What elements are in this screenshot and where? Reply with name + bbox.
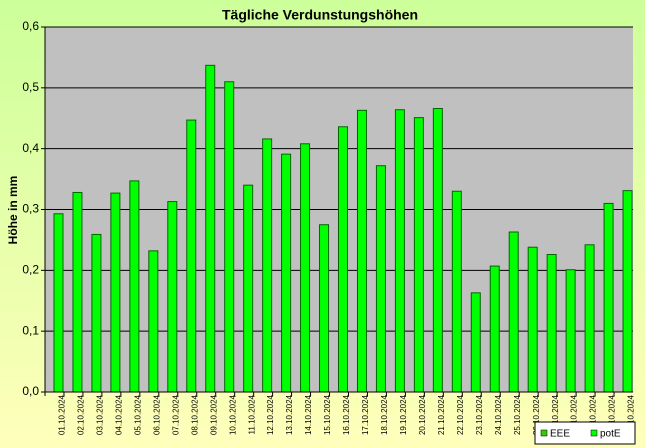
legend-swatch xyxy=(590,429,598,437)
bar xyxy=(546,254,557,393)
bar xyxy=(167,201,178,393)
bar xyxy=(72,191,83,393)
bar xyxy=(243,184,254,393)
bar xyxy=(129,180,140,393)
bar xyxy=(281,153,292,393)
bar xyxy=(432,108,443,393)
x-tick-label: 11.10.2024 xyxy=(247,394,256,434)
x-tick-label: 07.10.2024 xyxy=(171,394,180,435)
bar xyxy=(394,109,405,393)
bar xyxy=(91,233,102,393)
chart-title: Tägliche Verdunstungshöhen xyxy=(222,7,418,23)
legend-swatch xyxy=(540,429,548,437)
x-tick-label: 30.10.2024 xyxy=(608,394,617,435)
x-tick-label: 27.10.2024 xyxy=(551,394,560,435)
y-tick-label: 0,3 xyxy=(22,202,39,216)
y-tick-label: 0,6 xyxy=(22,19,39,33)
x-tick-label: 08.10.2024 xyxy=(190,394,199,435)
bar xyxy=(527,246,538,393)
bar xyxy=(489,265,500,393)
x-tick-label: 20.10.2024 xyxy=(418,394,427,435)
bar xyxy=(451,190,462,393)
bar xyxy=(413,117,424,393)
x-tick-label: 23.10.2024 xyxy=(475,394,484,435)
x-tick-label: 17.10.2024 xyxy=(361,394,370,435)
bar xyxy=(508,231,519,393)
x-tick-label: 12.10.2024 xyxy=(266,394,275,435)
x-tick-label: 16.10.2024 xyxy=(342,394,351,435)
bar xyxy=(319,224,330,393)
y-tick-label: 0,2 xyxy=(22,263,39,277)
x-tick-label: 06.10.2024 xyxy=(152,394,161,435)
bar xyxy=(205,64,216,393)
bar xyxy=(584,244,595,393)
x-tick-label: 26.10.2024 xyxy=(532,394,541,435)
bar xyxy=(300,143,311,393)
x-tick-label: 29.10.2024 xyxy=(589,394,598,435)
y-tick-label: 0,5 xyxy=(22,80,39,94)
x-tick-label: 15.10.2024 xyxy=(323,394,332,435)
bar xyxy=(622,190,633,393)
x-tick-label: 19.10.2024 xyxy=(399,394,408,435)
x-tick-label: 24.10.2024 xyxy=(494,394,503,435)
y-axis-label: Höhe in mm xyxy=(6,176,20,245)
y-tick-label: 0,1 xyxy=(22,323,39,337)
x-tick-label: 13.10.2024 xyxy=(285,394,294,435)
bar xyxy=(470,292,481,393)
y-tick-label: 0,4 xyxy=(22,141,39,155)
bar xyxy=(148,250,159,393)
x-tick-label: 02.10.2024 xyxy=(77,394,86,435)
bar xyxy=(375,165,386,393)
bar xyxy=(262,138,273,393)
bar xyxy=(224,81,235,393)
bar xyxy=(565,269,576,393)
bar xyxy=(110,192,121,393)
x-tick-label: 09.10.2024 xyxy=(209,394,218,435)
bar xyxy=(356,109,367,393)
x-tick-label: 10.10.2024 xyxy=(228,394,237,435)
x-tick-label: 22.10.2024 xyxy=(456,394,465,435)
x-tick-label: 21.10.2024 xyxy=(437,394,446,435)
x-tick-label: 14.10.2024 xyxy=(304,394,313,435)
x-tick-label: 25.10.2024 xyxy=(513,394,522,435)
x-tick-label: 03.10.2024 xyxy=(96,394,105,435)
x-tick-label: 31.10.2024 xyxy=(627,394,636,435)
x-tick-label: 18.10.2024 xyxy=(380,394,389,435)
legend-box xyxy=(534,421,636,445)
x-tick-label: 04.10.2024 xyxy=(114,394,123,435)
x-tick-label: 01.10.2024 xyxy=(58,394,67,435)
y-tick-label: 0,0 xyxy=(22,384,39,398)
bar xyxy=(603,202,614,393)
bar xyxy=(186,119,197,393)
x-tick-label: 28.10.2024 xyxy=(570,394,579,435)
bar xyxy=(53,213,64,393)
bar xyxy=(338,126,348,393)
legend-label: potE xyxy=(600,429,621,440)
x-tick-label: 05.10.2024 xyxy=(133,394,142,435)
legend-label: EEE xyxy=(550,429,570,440)
